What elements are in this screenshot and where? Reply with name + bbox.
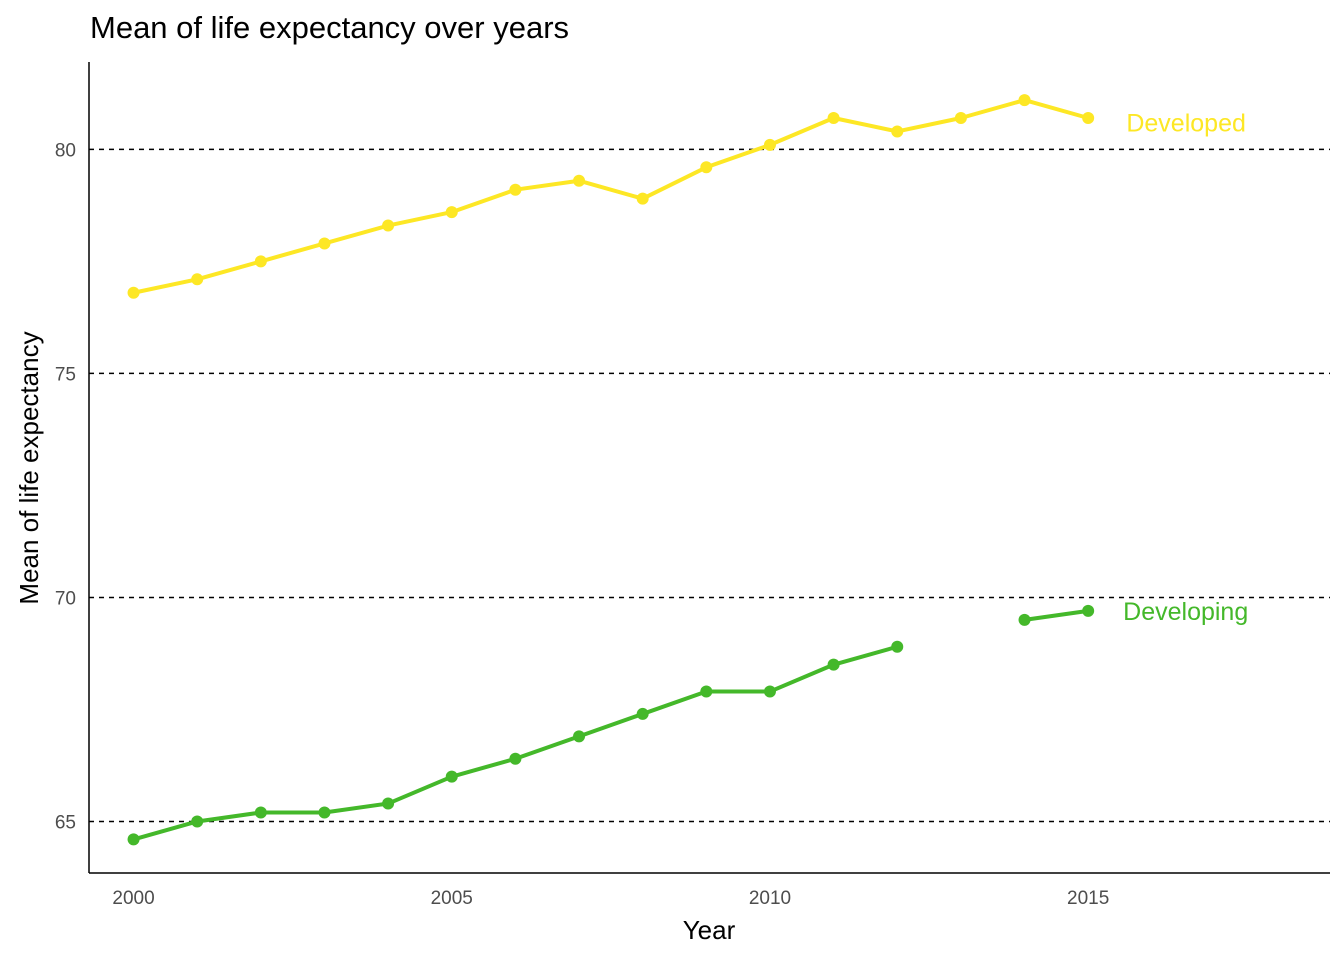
data-point: [445, 770, 458, 783]
data-point: [636, 192, 649, 205]
grid-lines: [89, 148, 1330, 823]
data-point: [954, 112, 967, 125]
data-point: [636, 707, 649, 720]
data-point: [445, 206, 458, 219]
x-tick-label: 2010: [749, 888, 791, 909]
y-tick-label: 80: [55, 140, 76, 161]
series-label: Developing: [1123, 598, 1248, 626]
data-point: [763, 685, 776, 698]
data-point: [573, 174, 586, 187]
data-point: [509, 752, 522, 765]
series-label: Developed: [1126, 109, 1246, 137]
x-tick-label: 2000: [112, 888, 154, 909]
data-point: [700, 685, 713, 698]
x-tick-label: 2005: [431, 888, 473, 909]
series-developing: Developing: [127, 598, 1248, 846]
data-point: [763, 138, 776, 151]
series-line: [131, 98, 1091, 295]
data-point: [1082, 112, 1095, 125]
data-point: [382, 219, 395, 232]
series: Developed Developing: [127, 94, 1248, 846]
data-point: [509, 183, 522, 196]
data-point: [382, 797, 395, 810]
data-point: [1018, 613, 1031, 626]
data-point: [191, 815, 204, 828]
data-point: [191, 273, 204, 286]
data-point: [700, 161, 713, 174]
series-developed: Developed: [127, 94, 1246, 299]
series-line: [131, 644, 900, 842]
y-tick-label: 75: [55, 364, 76, 385]
x-tick-labels: 2000 2005 2010 2015: [112, 888, 1109, 909]
series-line: [1022, 608, 1091, 622]
data-point: [127, 286, 140, 299]
data-point: [891, 640, 904, 653]
data-point: [1082, 604, 1095, 617]
x-axis-title: Year: [683, 915, 736, 945]
data-point: [254, 255, 267, 268]
data-point: [127, 833, 140, 846]
data-point: [1018, 94, 1031, 107]
data-point: [573, 730, 586, 743]
data-point: [891, 125, 904, 138]
axes: [88, 62, 1330, 874]
data-point: [254, 806, 267, 819]
data-point: [318, 806, 331, 819]
y-tick-labels: 65 70 75 80: [55, 140, 76, 833]
chart-title: Mean of life expectancy over years: [90, 10, 570, 45]
data-point: [827, 112, 840, 125]
y-tick-label: 65: [55, 812, 76, 833]
y-tick-label: 70: [55, 588, 76, 609]
data-point: [318, 237, 331, 250]
data-point: [827, 658, 840, 671]
x-tick-label: 2015: [1067, 888, 1109, 909]
y-axis-title: Mean of life expectancy: [14, 331, 44, 604]
